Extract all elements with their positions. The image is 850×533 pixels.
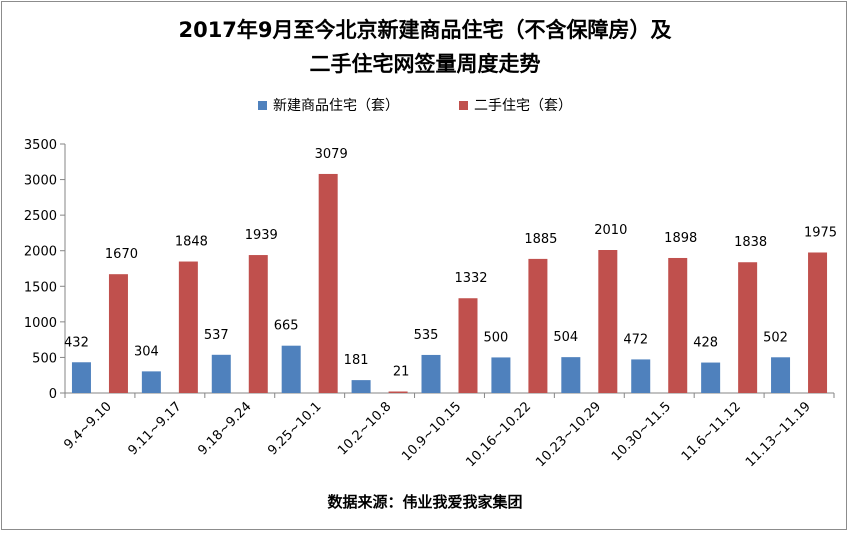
data-source-note: 数据来源：伟业我爱我家集团 [327, 493, 523, 511]
data-label: 535 [414, 328, 439, 343]
data-label: 1885 [524, 232, 557, 247]
chart-title-line2: 二手住宅网签量周度走势 [309, 52, 541, 76]
x-tick-label: 9.25~10.1 [265, 399, 324, 458]
y-tick-label: 3000 [24, 174, 57, 189]
data-label: 472 [623, 332, 648, 347]
x-tick-label: 10.2~10.8 [335, 399, 394, 458]
bar-new-homes [771, 357, 791, 393]
bar-new-homes [211, 354, 231, 393]
data-label: 504 [553, 330, 578, 345]
x-tick-label: 10.23~10.29 [533, 399, 604, 470]
data-labels: 432 304 537 665 181 535 500 504 472 428 502 1670 184… [64, 147, 837, 380]
bar-resale-homes [738, 262, 758, 393]
data-label: 500 [483, 330, 508, 345]
bar-new-homes [421, 354, 441, 393]
data-label: 1848 [175, 235, 208, 250]
data-label: 502 [763, 330, 788, 345]
bar-new-homes [281, 345, 301, 393]
data-label: 1939 [245, 228, 278, 243]
bars [71, 173, 828, 393]
legend-swatch-resale-homes [459, 100, 468, 110]
y-tick-label: 3500 [24, 138, 57, 153]
y-tick-label: 0 [49, 387, 57, 402]
bar-resale-homes [388, 391, 408, 393]
data-label: 1332 [454, 271, 487, 286]
y-tick-label: 2000 [24, 245, 57, 260]
bar-resale-homes [668, 257, 688, 393]
bar-new-homes [701, 362, 721, 393]
x-tick-label: 9.11~9.17 [125, 399, 184, 458]
y-tick-labels: 0 500 1000 1500 2000 2500 3000 3500 [24, 138, 57, 402]
bar-resale-homes [598, 250, 618, 393]
bar-new-homes [351, 380, 371, 393]
data-label: 3079 [315, 147, 348, 162]
x-tick-labels: 9.4~9.10 9.11~9.17 9.18~9.24 9.25~10.1 10.2~… [61, 399, 813, 470]
x-tick-label: 9.18~9.24 [195, 399, 254, 458]
y-tick-label: 2500 [24, 209, 57, 224]
bar-new-homes [71, 362, 91, 393]
data-label: 1898 [664, 231, 697, 246]
data-label: 1975 [804, 225, 837, 240]
x-tick-label: 9.4~9.10 [61, 399, 114, 452]
legend-item-resale-homes: 二手住宅（套） [459, 95, 572, 115]
legend-label-new-homes: 新建商品住宅（套） [273, 98, 399, 114]
x-tick-label: 10.30~11.5 [609, 399, 674, 464]
x-tick-label: 10.16~10.22 [463, 399, 534, 470]
bar-resale-homes [178, 261, 198, 393]
data-label: 181 [344, 353, 369, 368]
legend-swatch-new-homes [258, 100, 267, 110]
legend-item-new-homes: 新建商品住宅（套） [258, 95, 399, 115]
axes [60, 143, 835, 398]
data-label: 2010 [594, 223, 627, 238]
bar-resale-homes [318, 173, 338, 393]
y-tick-label: 1000 [24, 316, 57, 331]
y-tick-label: 500 [32, 351, 57, 366]
data-label: 21 [393, 365, 410, 380]
bar-resale-homes [108, 274, 128, 393]
bar-new-homes [141, 371, 161, 393]
data-label: 665 [274, 319, 299, 334]
x-tick-label: 11.13~11.19 [743, 399, 814, 470]
data-label: 1838 [734, 235, 767, 250]
bar-new-homes [561, 357, 581, 393]
data-label: 537 [204, 328, 229, 343]
x-tick-label: 10.9~10.15 [399, 399, 464, 464]
bar-resale-homes [808, 252, 828, 393]
y-tick-label: 1500 [24, 280, 57, 295]
bar-resale-homes [528, 258, 548, 393]
chart-title-line1: 2017年9月至今北京新建商品住宅（不含保障房）及 [178, 18, 672, 42]
data-label: 428 [693, 336, 718, 351]
bar-resale-homes [248, 255, 268, 393]
bar-new-homes [491, 357, 511, 393]
legend-label-resale-homes: 二手住宅（套） [474, 98, 572, 114]
x-tick-label: 11.6~11.12 [679, 399, 744, 464]
data-label: 1670 [105, 247, 138, 262]
data-label: 304 [134, 344, 159, 359]
bar-new-homes [631, 359, 651, 393]
data-label: 432 [64, 335, 89, 350]
bar-resale-homes [458, 298, 478, 393]
